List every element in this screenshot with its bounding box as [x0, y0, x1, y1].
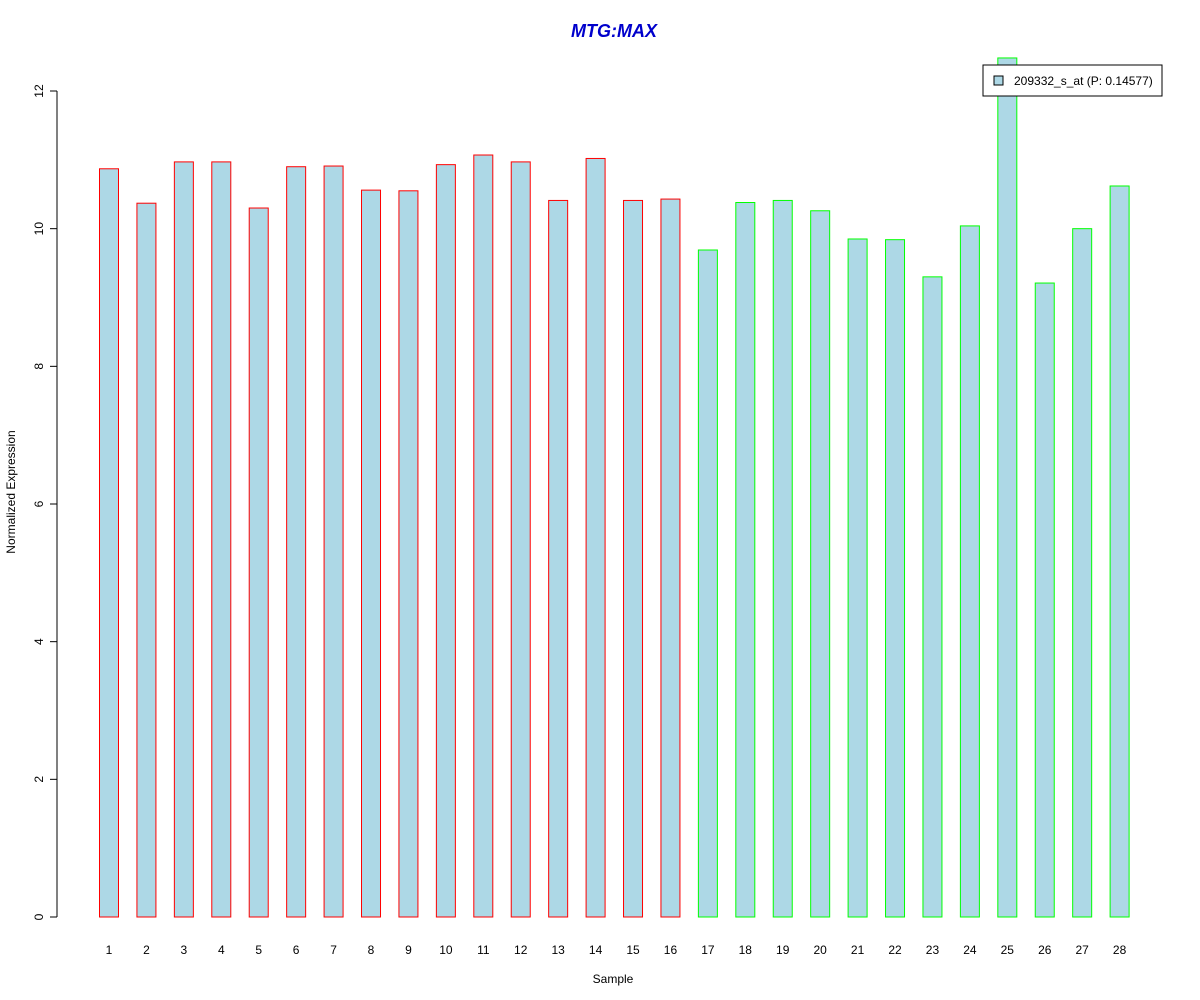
bar: [99, 168, 119, 918]
bar: [772, 199, 793, 918]
bar: [885, 239, 906, 918]
x-tick-label: 8: [368, 943, 375, 957]
x-tick-label: 4: [218, 943, 225, 957]
y-tick-label: 10: [32, 222, 46, 236]
y-tick-label: 2: [32, 776, 46, 783]
x-tick-label: 6: [293, 943, 300, 957]
bar: [211, 161, 232, 918]
bar: [660, 198, 681, 918]
x-tick-label: 11: [477, 943, 490, 957]
legend-box: [982, 64, 1163, 97]
x-tick-label: 26: [1038, 943, 1052, 957]
y-tick-label: 6: [32, 500, 46, 507]
bar: [173, 161, 194, 918]
x-tick-label: 19: [776, 943, 790, 957]
x-axis-tick-labels: 1 2 3 4 5 6 7 8 9 10 11 12 13 14 15 16 17 18 19 20 21 22 23 24 2…: [106, 943, 1127, 957]
x-tick-label: 10: [439, 943, 453, 957]
bar: [398, 190, 419, 918]
bar: [1072, 228, 1093, 918]
x-tick-label: 20: [813, 943, 827, 957]
x-tick-label: 3: [181, 943, 188, 957]
x-tick-label: 1: [106, 943, 113, 957]
x-tick-label: 13: [551, 943, 565, 957]
x-tick-label: 17: [701, 943, 715, 957]
bar: [136, 202, 157, 918]
bar: [810, 210, 831, 918]
bar: [922, 276, 943, 918]
x-tick-label: 15: [626, 943, 640, 957]
bar: [585, 157, 606, 918]
chart-title: MTG:MAX: [571, 21, 658, 41]
bars: [99, 57, 1130, 918]
y-tick-label: 12: [32, 84, 46, 98]
x-tick-label: 12: [514, 943, 528, 957]
x-tick-label: 28: [1113, 943, 1127, 957]
bar: [697, 249, 718, 918]
bar: [286, 166, 307, 918]
x-tick-label: 14: [589, 943, 603, 957]
bar: [248, 207, 269, 918]
y-tick-label: 4: [32, 638, 46, 645]
bar: [847, 238, 868, 918]
x-tick-label: 25: [1001, 943, 1015, 957]
bar: [1034, 282, 1055, 918]
bar: [435, 164, 456, 918]
x-tick-label: 22: [888, 943, 902, 957]
x-tick-label: 18: [739, 943, 753, 957]
y-tick-label: 0: [32, 913, 46, 920]
x-tick-label: 23: [926, 943, 940, 957]
legend: 209332_s_at (P: 0.14577): [982, 64, 1163, 97]
x-axis-label: Sample: [593, 972, 634, 986]
bar: [510, 161, 531, 918]
legend-entry: 209332_s_at (P: 0.14577): [1014, 74, 1153, 88]
x-tick-label: 24: [963, 943, 977, 957]
y-axis-label: Normalized Expression: [4, 430, 18, 553]
x-tick-label: 7: [330, 943, 337, 957]
x-tick-label: 21: [851, 943, 865, 957]
bar: [323, 165, 344, 918]
x-tick-label: 27: [1076, 943, 1090, 957]
bar: [959, 225, 980, 918]
bar: [1109, 185, 1130, 918]
legend-swatch: [993, 75, 1004, 86]
bar: [548, 199, 569, 918]
bar: [997, 57, 1018, 918]
x-tick-label: 16: [664, 943, 678, 957]
x-tick-label: 9: [405, 943, 412, 957]
y-tick-label: 8: [32, 363, 46, 370]
bar: [623, 199, 644, 918]
bar: [473, 154, 494, 918]
x-tick-label: 5: [255, 943, 262, 957]
y-axis: 0 2 4 6 8 10 12: [32, 84, 58, 920]
x-tick-label: 2: [143, 943, 150, 957]
bar: [735, 202, 756, 918]
bar: [361, 189, 382, 918]
